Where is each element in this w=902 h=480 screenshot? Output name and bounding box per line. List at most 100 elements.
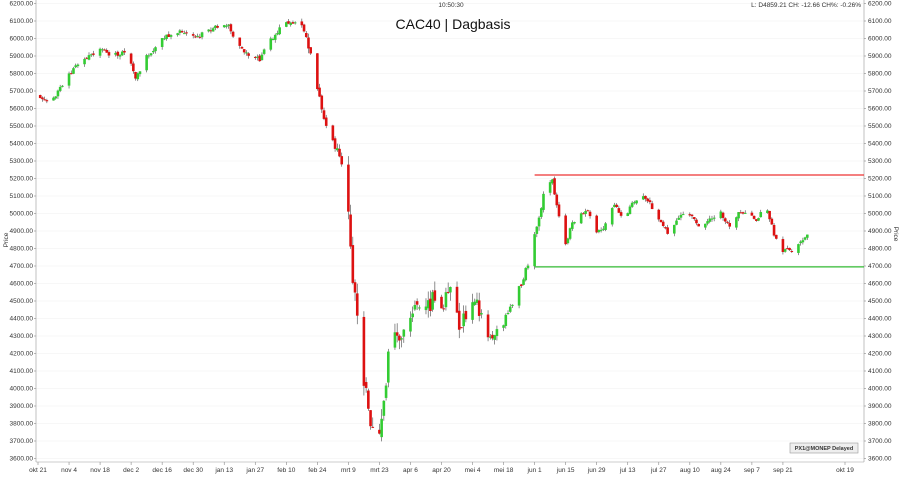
- candle: [692, 217, 696, 221]
- candle-body: [395, 332, 399, 336]
- y-tick-label-right: 5500.00: [868, 123, 892, 130]
- candle: [721, 211, 725, 221]
- y-tick-label-right: 4700.00: [868, 263, 892, 270]
- candle: [728, 220, 732, 230]
- y-tick-label-right: 4300.00: [868, 333, 892, 340]
- candle: [504, 313, 508, 329]
- candle-body: [382, 400, 386, 416]
- candle-body: [599, 229, 603, 231]
- candle-body: [214, 25, 217, 29]
- candle: [300, 18, 304, 28]
- candle: [291, 20, 295, 24]
- candle: [473, 298, 477, 306]
- candle: [535, 226, 539, 238]
- candle: [584, 208, 587, 217]
- candle-body: [400, 338, 403, 340]
- candle-body: [704, 223, 707, 228]
- y-axis-label-left: Price: [3, 232, 10, 247]
- candle: [511, 304, 514, 308]
- candle: [442, 304, 446, 312]
- data-delay-badge[interactable]: PX1@MONEP Delayed: [789, 442, 859, 454]
- candle: [449, 286, 452, 301]
- candle-body: [307, 37, 310, 49]
- candle-body: [455, 286, 459, 313]
- header-time: 10:50:30: [438, 2, 464, 9]
- candle-body: [67, 73, 71, 86]
- x-tick-label: nov 18: [90, 467, 110, 474]
- candle: [194, 34, 197, 39]
- candle-body: [291, 22, 295, 24]
- candle: [340, 152, 344, 167]
- candle-body: [768, 210, 771, 220]
- candle: [58, 84, 62, 93]
- candle: [597, 229, 601, 234]
- candle-body: [664, 227, 667, 229]
- candle: [752, 215, 756, 220]
- candle-body: [626, 213, 630, 216]
- candle-body: [644, 195, 647, 199]
- candle: [85, 56, 89, 60]
- candle-body: [511, 304, 514, 306]
- candle-body: [710, 218, 714, 220]
- candle-body: [491, 334, 494, 339]
- candle: [247, 52, 250, 59]
- y-tick-label-left: 4000.00: [10, 386, 34, 393]
- candle-body: [58, 86, 62, 91]
- candle: [200, 31, 204, 40]
- candle-body: [262, 49, 266, 54]
- x-tick-label: mrt 9: [341, 467, 356, 474]
- x-tick-label: jul 27: [650, 467, 667, 474]
- candle: [633, 200, 636, 205]
- candle-body: [183, 33, 186, 35]
- candle-body: [276, 33, 279, 35]
- candle-body: [116, 51, 120, 56]
- candle: [750, 210, 754, 216]
- candle-body: [595, 215, 598, 233]
- candle: [147, 53, 151, 59]
- candle: [659, 219, 663, 223]
- y-tick-label-right: 5400.00: [868, 141, 892, 148]
- candle-body: [695, 219, 698, 224]
- candle-body: [256, 56, 259, 58]
- candle: [151, 48, 155, 55]
- candle-body: [557, 204, 561, 217]
- candle: [367, 388, 370, 411]
- candle-body: [721, 212, 725, 218]
- candle-body: [690, 214, 694, 217]
- candle-body: [766, 210, 769, 214]
- candle: [471, 293, 474, 324]
- candle-body: [446, 291, 450, 293]
- candle-body: [602, 228, 605, 230]
- candle-body: [679, 214, 683, 218]
- candle: [477, 292, 481, 322]
- candle: [735, 216, 738, 230]
- y-tick-label-left: 4300.00: [10, 333, 34, 340]
- candle-body: [493, 335, 497, 340]
- y-tick-label-right: 5600.00: [868, 106, 892, 113]
- candle-body: [132, 63, 135, 72]
- candle: [551, 178, 554, 185]
- candle-body: [318, 87, 321, 97]
- candle-body: [726, 221, 729, 223]
- candle-body: [460, 327, 463, 329]
- candle-body: [539, 208, 543, 217]
- candle-body: [194, 36, 197, 38]
- candle: [129, 52, 133, 66]
- candle: [118, 53, 122, 60]
- candle: [506, 310, 510, 315]
- y-tick-label-left: 5300.00: [10, 158, 34, 165]
- candle: [98, 47, 102, 59]
- candle: [253, 56, 257, 60]
- y-tick-label-left: 4700.00: [10, 263, 34, 270]
- x-tick-label: feb 10: [277, 467, 295, 474]
- candle: [455, 281, 459, 314]
- candle: [681, 211, 685, 216]
- y-tick-label-right: 5800.00: [868, 71, 892, 78]
- candle: [537, 215, 541, 231]
- candle: [786, 245, 789, 250]
- candle-body: [743, 212, 747, 214]
- candle: [191, 32, 195, 39]
- candle: [61, 85, 64, 88]
- x-tick-label: jun 1: [527, 467, 542, 474]
- candle-body: [364, 382, 368, 388]
